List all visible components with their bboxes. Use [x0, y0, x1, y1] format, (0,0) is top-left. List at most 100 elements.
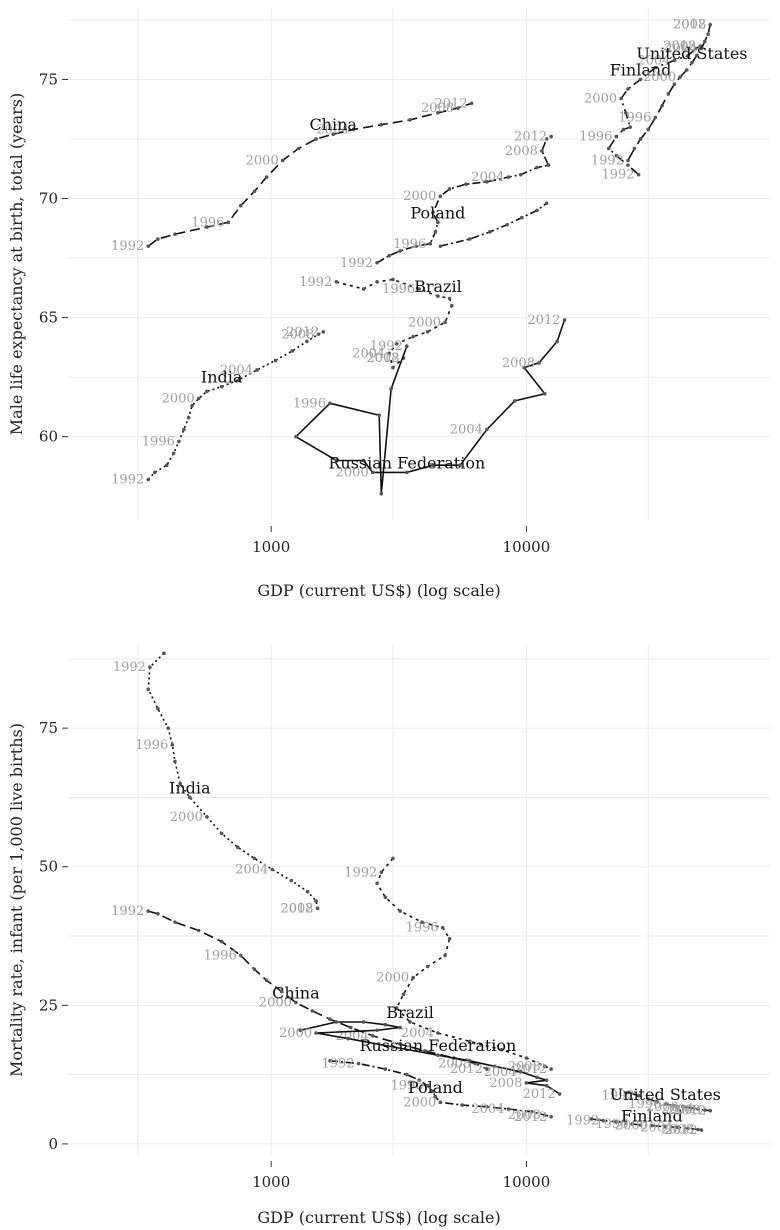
data-point: [447, 187, 452, 191]
data-point: [666, 91, 671, 96]
year-label: 2004: [664, 41, 697, 56]
data-point: [672, 58, 677, 63]
data-point: [549, 134, 553, 139]
data-point: [289, 878, 294, 883]
data-point: [653, 65, 658, 70]
data-point: [628, 125, 632, 129]
year-label: 2000: [615, 1119, 648, 1134]
country-label: United States: [610, 1085, 721, 1104]
year-label: 2012: [286, 325, 319, 340]
data-point: [440, 925, 445, 930]
data-point: [146, 909, 151, 913]
data-point: [148, 665, 152, 669]
series-line: [300, 1021, 561, 1095]
data-point: [660, 103, 664, 108]
data-point: [672, 1103, 677, 1108]
data-point: [205, 225, 209, 229]
data-point: [394, 341, 399, 346]
data-point: [305, 339, 309, 344]
data-point: [663, 1124, 668, 1129]
data-point: [219, 831, 224, 836]
data-point: [672, 82, 677, 87]
data-point: [512, 399, 517, 403]
data-point: [305, 889, 310, 894]
data-point: [544, 1078, 549, 1082]
data-point: [520, 215, 524, 220]
data-point: [425, 964, 430, 969]
data-point: [273, 358, 278, 363]
data-point: [589, 1117, 594, 1121]
data-point: [606, 146, 611, 151]
data-point: [535, 1075, 539, 1080]
data-point: [626, 87, 630, 91]
data-point: [686, 53, 690, 58]
data-point: [506, 175, 511, 179]
data-point: [492, 1064, 497, 1069]
data-point: [464, 182, 468, 187]
data-point: [391, 365, 395, 370]
data-point: [361, 458, 366, 463]
data-point: [177, 439, 181, 444]
country-label: Brazil: [414, 277, 462, 296]
year-label: 1996: [191, 215, 224, 230]
data-point: [190, 403, 194, 408]
y-tick-label: 0: [48, 1135, 58, 1153]
data-point: [316, 332, 321, 337]
data-point: [391, 856, 395, 861]
year-label: 1996: [406, 921, 439, 936]
data-point: [467, 237, 472, 241]
year-label: 1992: [299, 275, 332, 290]
series-line: [607, 45, 701, 176]
data-point: [650, 1123, 654, 1128]
year-label: 1992: [113, 660, 146, 675]
data-point: [166, 726, 170, 730]
data-point: [205, 815, 209, 819]
data-point: [638, 77, 643, 82]
year-label: 1992: [111, 904, 144, 919]
data-point: [646, 127, 651, 132]
x-tick-label: 10000: [503, 538, 551, 556]
data-point: [238, 953, 243, 958]
data-point: [499, 1047, 504, 1052]
x-axis-label: GDP (current US$) (log scale): [257, 581, 500, 600]
data-point: [377, 413, 381, 418]
x-tick-label: 1000: [252, 1173, 290, 1191]
data-point: [398, 1042, 402, 1046]
year-label: 2008: [366, 351, 399, 366]
data-point: [436, 110, 440, 115]
data-point: [408, 118, 412, 122]
series-line: [147, 331, 324, 481]
data-point: [438, 1100, 443, 1105]
data-point: [375, 280, 379, 284]
data-point: [173, 920, 177, 924]
year-label: 1992: [344, 865, 377, 880]
data-point: [626, 163, 630, 167]
year-label: 2000: [246, 153, 279, 168]
data-point: [405, 1072, 409, 1077]
data-point: [518, 1070, 523, 1074]
data-point: [398, 1025, 402, 1030]
data-point: [522, 365, 526, 370]
data-point: [686, 1126, 690, 1131]
data-point: [235, 845, 240, 850]
data-point: [310, 1009, 315, 1013]
year-label: 1996: [142, 434, 175, 449]
data-point: [467, 1039, 472, 1044]
data-point: [414, 244, 418, 248]
year-label: 2012: [673, 18, 706, 33]
data-point: [485, 1104, 489, 1109]
data-point: [423, 1048, 427, 1053]
data-point: [162, 651, 166, 656]
data-point: [146, 244, 151, 248]
data-point: [447, 296, 452, 301]
data-point: [699, 46, 704, 51]
data-point: [449, 303, 454, 308]
data-point: [696, 1107, 700, 1111]
data-point: [456, 106, 460, 110]
year-label: 1996: [135, 738, 168, 753]
data-point: [535, 165, 539, 170]
year-label: 2004: [471, 1102, 504, 1117]
